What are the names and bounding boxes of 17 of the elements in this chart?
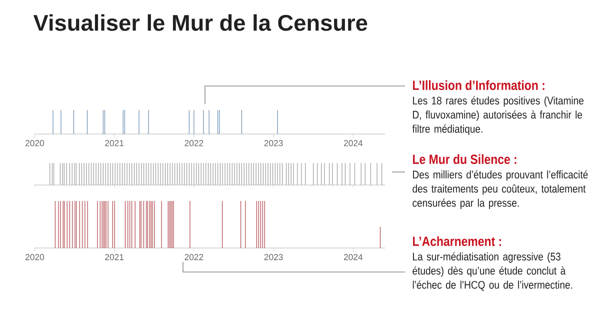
text: Les 18 rares études positives (Vitamine D, fluvoxamine) autorisées à franchir le filtre médiatique.: [412, 96, 584, 135]
x-tick-label: 2021: [105, 254, 124, 260]
x-tick-label: 2020: [26, 140, 44, 146]
text: Des milliers d’études prouvant l’efficacité des traitements peu coûteux, totalement censurées par la presse.: [412, 170, 588, 209]
x-tick-label: 2022: [184, 140, 204, 146]
text: L’Illusion d’Information :: [413, 80, 544, 90]
x-tick-label: 2020: [26, 254, 44, 260]
x-tick-label: 2024: [344, 254, 363, 260]
x-tick-label: 2022: [184, 254, 204, 260]
text: L’Acharnement :: [413, 236, 501, 246]
text: La sur-médiatisation agressive (53 études) dès qu’une étude conclut à l’échec de l’HCQ ou de l’ivermectine.: [412, 252, 572, 291]
x-tick-label: 2023: [264, 254, 283, 260]
x-tick-label: 2021: [105, 140, 124, 146]
x-tick-label: 2023: [264, 140, 283, 146]
x-tick-label: 2024: [344, 140, 363, 146]
chart-title: Visualiser le Mur de la Censure: [33, 14, 368, 31]
text: Le Mur du Silence :: [413, 154, 516, 164]
